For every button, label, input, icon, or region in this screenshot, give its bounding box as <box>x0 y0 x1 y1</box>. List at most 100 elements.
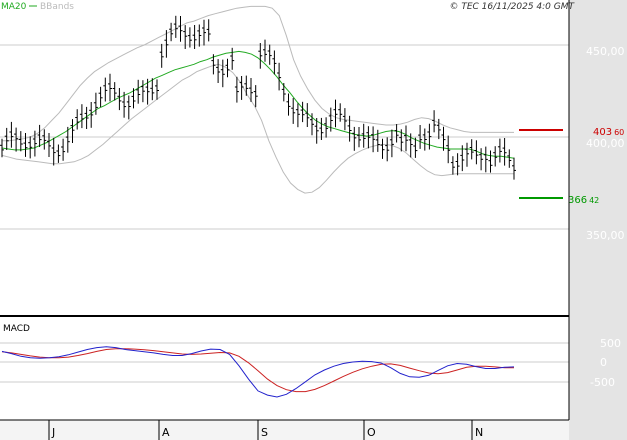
price-bar <box>164 30 169 58</box>
macd-tick-0: 0 <box>600 356 607 369</box>
price-bar <box>98 86 103 107</box>
price-bar <box>310 113 314 136</box>
price-bar <box>42 129 47 150</box>
time-axis-label: J <box>51 426 55 439</box>
price-bar <box>286 93 291 116</box>
price-bar <box>465 142 469 167</box>
price-bar <box>436 118 441 140</box>
price-bars <box>0 15 516 180</box>
price-bar <box>291 98 296 124</box>
price-bar <box>333 99 338 128</box>
price-bar <box>32 130 37 157</box>
price-bar <box>450 156 455 175</box>
price-tick-350: 350,00 <box>586 229 625 242</box>
price-bar <box>183 25 188 49</box>
price-bar <box>380 138 385 159</box>
ma20-line <box>1 50 515 159</box>
price-bar <box>103 77 108 102</box>
price-bar <box>61 138 66 161</box>
price-bar <box>479 148 484 171</box>
price-bar <box>84 106 89 129</box>
price-bar <box>413 137 418 158</box>
macd-tick-500: 500 <box>600 337 621 350</box>
price-bar <box>493 146 498 167</box>
price-bar <box>497 138 502 163</box>
price-bar <box>455 153 460 176</box>
price-bar <box>483 146 488 173</box>
price-bar <box>512 157 516 180</box>
price-bar <box>460 145 465 172</box>
ma20-series-line <box>1 50 515 159</box>
price-bar <box>150 78 155 101</box>
price-bar <box>422 128 427 151</box>
macd-panel <box>0 317 569 420</box>
bbands-legend: BBands <box>40 2 74 12</box>
bbands-lower-line <box>1 63 514 194</box>
price-bar <box>187 27 192 48</box>
price-bar <box>418 125 423 149</box>
price-bar <box>324 117 329 138</box>
price-bar <box>502 138 507 166</box>
price-bar <box>263 39 267 62</box>
price-bar <box>432 110 437 133</box>
price-bar <box>385 137 390 162</box>
price-bar <box>108 73 112 102</box>
price-bar <box>249 78 253 102</box>
price-bar <box>469 139 474 160</box>
price-bar <box>178 16 183 42</box>
price-bar <box>371 126 376 153</box>
price-bar <box>206 19 211 42</box>
price-bar <box>173 15 178 38</box>
price-bar <box>253 85 258 108</box>
price-bar <box>375 129 380 152</box>
price-bar <box>220 59 225 88</box>
price-bar <box>404 125 408 152</box>
price-bar <box>389 129 394 158</box>
price-bar <box>216 59 221 83</box>
price-bar <box>474 140 479 165</box>
price-bar <box>0 138 4 158</box>
price-bar <box>357 127 361 148</box>
price-bar <box>319 117 324 140</box>
price-bar <box>112 82 117 101</box>
time-axis-label: A <box>162 426 170 439</box>
price-bar <box>507 149 512 168</box>
price-bar <box>117 88 122 111</box>
ma20-legend: MA20 <box>1 2 27 12</box>
price-bar <box>202 19 206 46</box>
price-bar <box>361 123 366 148</box>
resistance-label: 403 60 <box>593 127 624 138</box>
price-bar <box>427 123 432 150</box>
price-bar <box>446 135 451 164</box>
price-bar <box>197 24 202 47</box>
price-bar <box>244 75 249 96</box>
time-axis-label: S <box>261 426 268 439</box>
price-bar <box>93 92 98 115</box>
price-bar <box>399 129 404 152</box>
price-bar <box>230 47 235 70</box>
price-bar <box>225 58 230 78</box>
price-bar <box>4 127 9 150</box>
price-bar <box>272 50 277 75</box>
time-axis-strip <box>0 420 569 440</box>
time-axis-label: O <box>367 426 376 439</box>
price-bar <box>145 78 150 105</box>
price-axis-background <box>569 0 627 440</box>
macd-series-line <box>1 346 515 398</box>
price-bar <box>169 22 174 42</box>
bollinger-bands <box>1 5 514 194</box>
price-bar <box>267 44 272 65</box>
price-bar <box>328 107 333 132</box>
copyright-text: © TEC 16/11/2025 4:0 GMT <box>449 2 575 12</box>
price-bar <box>347 115 352 142</box>
bbands-upper-line <box>2 5 514 142</box>
price-bar <box>352 126 357 151</box>
price-bar <box>131 88 136 109</box>
price-bar <box>122 91 127 118</box>
price-bar <box>28 136 33 159</box>
price-bar <box>159 43 164 68</box>
price-bar <box>51 137 56 166</box>
price-bar <box>305 103 310 127</box>
